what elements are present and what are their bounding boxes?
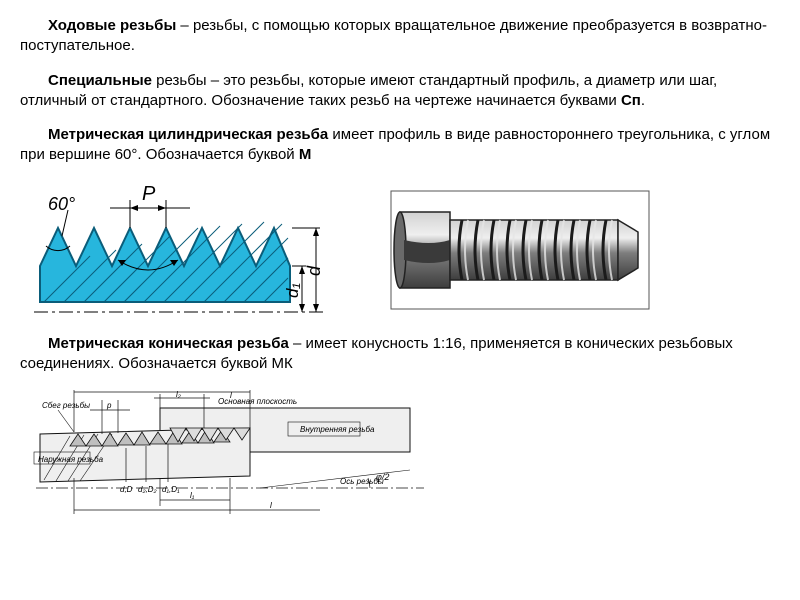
term-m: М	[299, 146, 312, 163]
figure-conical-thread: Основная плоскость Внутренняя резьба Ось…	[30, 388, 780, 518]
lbl-l1: l₁	[190, 491, 195, 500]
lbl-runout: Сбег резьбы	[42, 401, 90, 410]
label-60deg: 60°	[48, 194, 75, 214]
term-metric-cyl: Метрическая цилиндрическая резьба	[48, 126, 328, 143]
figure-screw	[390, 190, 650, 310]
lbl-outer: Наружная резьба	[38, 455, 104, 464]
figure-thread-profile: 60° P d d₁	[20, 180, 330, 320]
lbl-d1D1: d₁,D₁	[162, 485, 180, 494]
lbl-p: p	[106, 401, 112, 410]
lbl-inner: Внутренняя резьба	[300, 425, 375, 434]
lbl-l: l	[230, 391, 232, 400]
para2-tail: .	[641, 92, 645, 109]
term-metric-con: Метрическая коническая резьба	[48, 335, 289, 352]
lbl-l-bottom: l	[270, 501, 272, 510]
paragraph-metric-conical: Метрическая коническая резьба – имеет ко…	[20, 334, 780, 375]
paragraph-special-threads: Специальные резьбы – это резьбы, которые…	[20, 71, 780, 112]
paragraph-metric-cylindrical: Метрическая цилиндрическая резьба имеет …	[20, 125, 780, 166]
figure-row-metric: 60° P d d₁	[20, 180, 780, 320]
label-d1: d₁	[283, 283, 302, 298]
term-sp: Сп	[621, 92, 641, 109]
lbl-dD: d,D	[120, 485, 133, 494]
term-special: Специальные	[48, 72, 152, 89]
lbl-phi: φ/2	[376, 472, 389, 482]
label-d: d	[304, 265, 324, 276]
paragraph-lead-threads: Ходовые резьбы – резьбы, с помощью котор…	[20, 16, 780, 57]
lbl-d2D2: d₂,D₂	[138, 485, 157, 494]
term-lead-threads: Ходовые резьбы	[48, 17, 176, 34]
lbl-l2: l₂	[176, 390, 181, 399]
label-pitch: P	[142, 183, 156, 205]
